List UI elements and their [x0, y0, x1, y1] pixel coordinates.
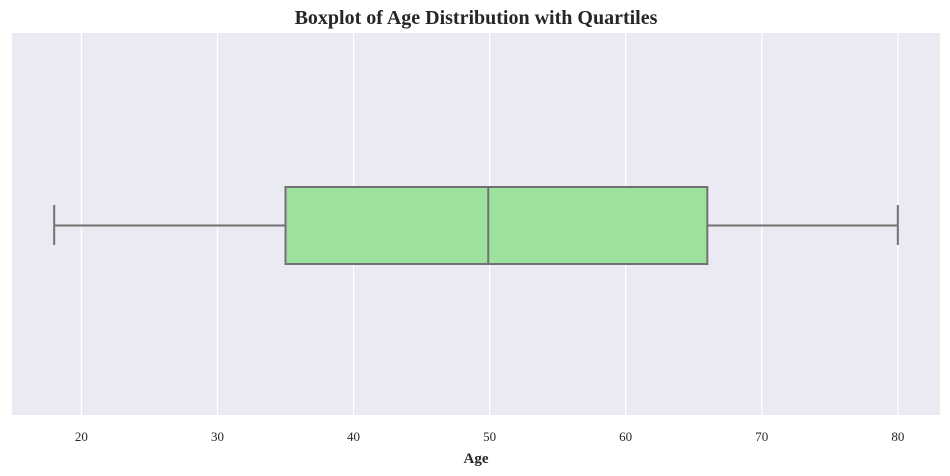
- x-axis-label: Age: [464, 451, 489, 467]
- x-tick-label-40: 40: [347, 429, 360, 444]
- x-tick-labels: 20 30 40 50 60 70 80: [75, 429, 904, 444]
- x-tick-label-30: 30: [211, 429, 224, 444]
- x-tick-label-20: 20: [75, 429, 88, 444]
- x-tick-label-80: 80: [891, 429, 904, 444]
- x-tick-label-50: 50: [483, 429, 496, 444]
- x-tick-label-70: 70: [755, 429, 768, 444]
- x-tick-label-60: 60: [619, 429, 632, 444]
- chart-title: Boxplot of Age Distribution with Quartil…: [295, 7, 658, 29]
- interquartile-box: [284, 186, 709, 265]
- boxplot-marks: [53, 186, 899, 265]
